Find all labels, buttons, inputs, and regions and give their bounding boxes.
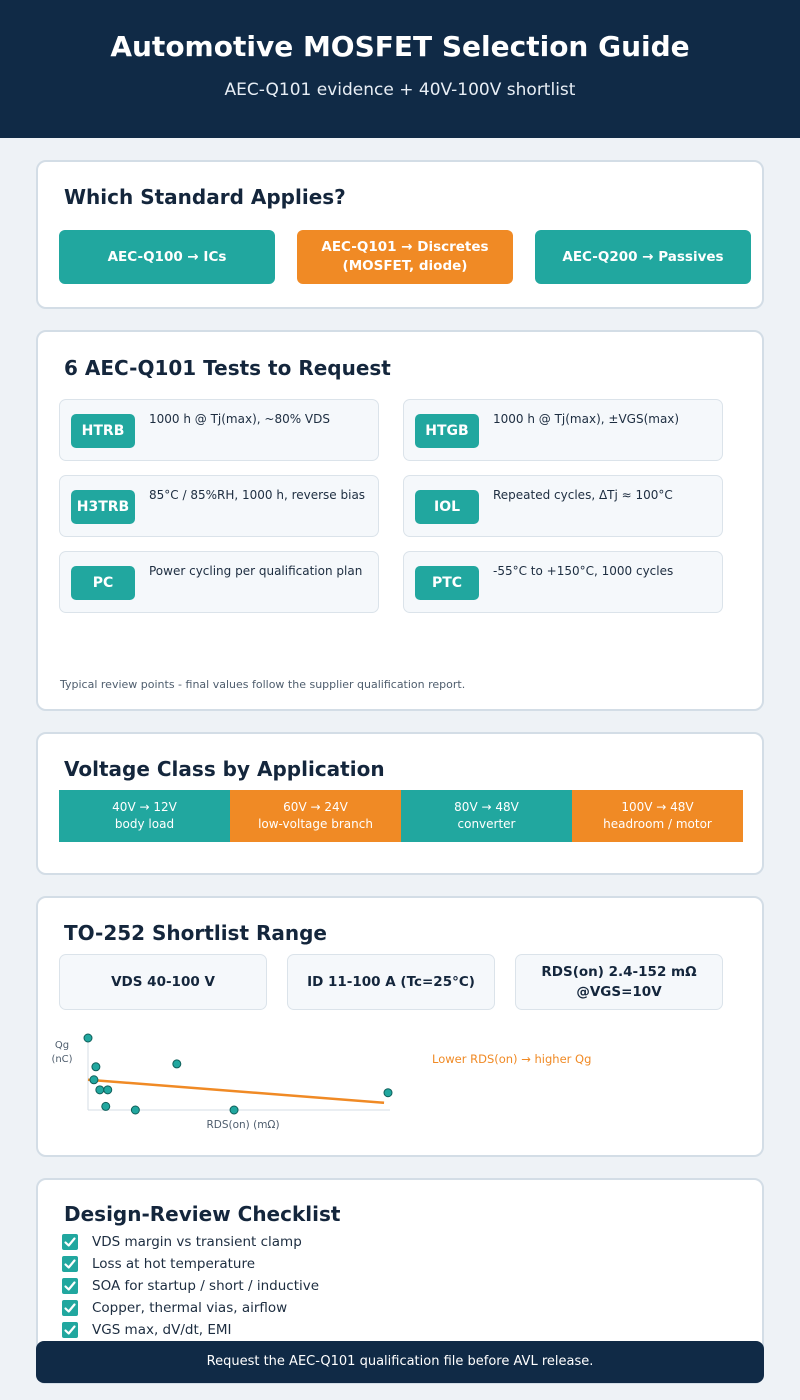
page-header: Automotive MOSFET Selection Guide AEC-Q1… (0, 0, 800, 138)
voltage-use: low-voltage branch (258, 817, 373, 831)
scatter-point-0 (83, 1033, 93, 1043)
test-item-pc: PC Power cycling per qualification plan (59, 551, 379, 613)
checklist-item-label: Copper, thermal vias, airflow (92, 1300, 288, 1316)
voltage-rating: 100V → 48V (621, 800, 694, 814)
test-item-iol: IOL Repeated cycles, ΔTj ≈ 100°C (403, 475, 723, 537)
shortlist-heading: TO-252 Shortlist Range (64, 921, 327, 945)
checkbox-checked-icon (62, 1234, 78, 1250)
checklist-item-label: VGS max, dV/dt, EMI (92, 1322, 232, 1338)
test-description: Power cycling per qualification plan (149, 564, 363, 578)
qg-vs-rdson-chart: Qg (nC) RDS(on) (mΩ) Lower RDS(on) → hig… (51, 1033, 591, 1131)
voltage-use: body load (114, 817, 175, 831)
checkbox-checked-icon (62, 1322, 78, 1338)
checklist-item-label: VDS margin vs transient clamp (92, 1234, 302, 1250)
test-description: 1000 h @ Tj(max), ±VGS(max) (493, 412, 680, 426)
page-subtitle: AEC-Q101 evidence + 40V-100V shortlist (224, 80, 576, 100)
tests-card: 6 AEC-Q101 Tests to Request HTRB 1000 h … (36, 330, 764, 711)
scatter-point-7 (172, 1059, 182, 1069)
page-title: Automotive MOSFET Selection Guide (110, 30, 690, 63)
checkbox-checked-icon (62, 1256, 78, 1272)
checklist-item-label: Loss at hot temperature (92, 1256, 256, 1272)
shortlist-card: TO-252 Shortlist Range VDS 40-100 V ID 1… (36, 896, 764, 1157)
standard-aec-q100: AEC-Q100 → ICs (59, 230, 275, 284)
voltage-segment-40v: 40V → 12V body load (59, 790, 230, 842)
trend-line (87, 1078, 385, 1105)
test-description: Repeated cycles, ΔTj ≈ 100°C (493, 488, 673, 502)
voltage-segment-80v: 80V → 48V converter (401, 790, 572, 842)
chart-annotation: Lower RDS(on) → higher Qg (432, 1052, 591, 1066)
y-axis-label: Qg (55, 1040, 69, 1051)
checklist-item-label: SOA for startup / short / inductive (92, 1278, 320, 1294)
voltage-rating: 40V → 12V (112, 800, 177, 814)
footer-banner: Request the AEC-Q101 qualification file … (36, 1341, 764, 1383)
checklist-item: VGS max, dV/dt, EMI (62, 1321, 232, 1339)
checkbox-checked-icon (62, 1278, 78, 1294)
test-code: HTRB (71, 414, 135, 448)
voltage-use: converter (457, 817, 516, 831)
spec-rdson: RDS(on) 2.4-152 mΩ @VGS=10V (515, 954, 723, 1010)
scatter-point-9 (383, 1088, 393, 1098)
tests-note: Typical review points - final values fol… (60, 678, 466, 691)
standards-heading: Which Standard Applies? (64, 185, 346, 209)
voltage-heading: Voltage Class by Application (64, 757, 385, 781)
spec-id: ID 11-100 A (Tc=25°C) (287, 954, 495, 1010)
test-description: 1000 h @ Tj(max), ~80% VDS (149, 412, 330, 426)
checklist-item: Loss at hot temperature (62, 1255, 255, 1273)
voltage-segment-100v: 100V → 48V headroom / motor (572, 790, 743, 842)
checklist-item: VDS margin vs transient clamp (62, 1233, 302, 1251)
voltage-rating: 80V → 48V (454, 800, 519, 814)
scatter-point-8 (229, 1105, 239, 1115)
test-item-htgb: HTGB 1000 h @ Tj(max), ±VGS(max) (403, 399, 723, 461)
scatter-point-5 (101, 1101, 111, 1111)
x-axis-label: RDS(on) (mΩ) (206, 1119, 279, 1131)
voltage-segment-60v: 60V → 24V low-voltage branch (230, 790, 401, 842)
voltage-card: Voltage Class by Application 40V → 12V b… (36, 732, 764, 875)
scatter-point-6 (130, 1105, 140, 1115)
scatter-point-3 (95, 1085, 105, 1095)
tests-heading: 6 AEC-Q101 Tests to Request (64, 356, 391, 380)
standards-card: Which Standard Applies? AEC-Q100 → ICs A… (36, 160, 764, 309)
checklist-item: Copper, thermal vias, airflow (62, 1299, 287, 1317)
scatter-point-2 (89, 1075, 99, 1085)
checkbox-checked-icon (62, 1300, 78, 1316)
checklist-heading: Design-Review Checklist (64, 1202, 341, 1226)
test-code: PC (71, 566, 135, 600)
scatter-point-1 (91, 1062, 101, 1072)
voltage-rating: 60V → 24V (283, 800, 348, 814)
test-item-htrb: HTRB 1000 h @ Tj(max), ~80% VDS (59, 399, 379, 461)
standard-aec-q101: AEC-Q101 → Discretes (MOSFET, diode) (297, 230, 513, 284)
checklist-item: SOA for startup / short / inductive (62, 1277, 319, 1295)
test-description: 85°C / 85%RH, 1000 h, reverse bias (149, 488, 366, 502)
test-code: PTC (415, 566, 479, 600)
test-code: HTGB (415, 414, 479, 448)
spec-vds: VDS 40-100 V (59, 954, 267, 1010)
scatter-point-4 (103, 1085, 113, 1095)
standard-aec-q200: AEC-Q200 → Passives (535, 230, 751, 284)
test-code: H3TRB (71, 490, 135, 524)
test-item-h3trb: H3TRB 85°C / 85%RH, 1000 h, reverse bias (59, 475, 379, 537)
voltage-use: headroom / motor (603, 817, 712, 831)
test-item-ptc: PTC -55°C to +150°C, 1000 cycles (403, 551, 723, 613)
test-code: IOL (415, 490, 479, 524)
y-axis-label-unit: (nC) (51, 1054, 72, 1065)
test-description: -55°C to +150°C, 1000 cycles (493, 564, 674, 578)
